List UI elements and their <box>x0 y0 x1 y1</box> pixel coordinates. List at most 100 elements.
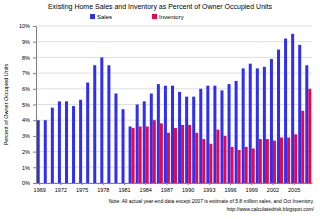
x-tick-mark <box>103 183 104 185</box>
bar <box>153 120 156 183</box>
x-tick-label: 1993 <box>203 187 215 193</box>
bar <box>93 65 96 183</box>
bar <box>301 111 304 183</box>
x-tick-label: 1975 <box>76 187 88 193</box>
x-tick: 1972 <box>55 183 67 193</box>
y-axis-title: Percent of Owner Occupied Units <box>3 63 9 145</box>
chart: 0%1%2%3%4%5%6%7%8%9%10%19691972197519781… <box>0 0 320 219</box>
bar <box>202 139 205 183</box>
x-tick: 1984 <box>140 183 152 193</box>
x-tick: 1978 <box>97 183 109 193</box>
x-tick: 1969 <box>34 183 46 193</box>
x-tick: 2005 <box>288 183 300 193</box>
bar <box>270 59 273 183</box>
bar <box>263 67 266 183</box>
grid-line <box>36 57 312 58</box>
y-tick-mark <box>33 167 36 168</box>
x-axis-line <box>37 183 313 184</box>
bar <box>238 150 241 183</box>
x-tick: 2002 <box>267 183 279 193</box>
bar <box>136 105 139 184</box>
bar <box>216 130 219 183</box>
x-tick-label: 2005 <box>288 187 300 193</box>
bar <box>160 123 163 183</box>
annotation: Note: All actual year-end data except 20… <box>109 198 314 204</box>
x-tick: 1999 <box>246 183 258 193</box>
x-tick: 1975 <box>76 183 88 193</box>
y-tick-mark <box>33 57 36 58</box>
bar <box>79 100 82 183</box>
bar <box>235 81 238 183</box>
bar <box>284 39 287 183</box>
bar <box>280 137 283 183</box>
x-tick: 1993 <box>203 183 215 193</box>
grid-line <box>36 41 312 42</box>
bar <box>291 34 294 183</box>
y-tick-mark <box>33 152 36 153</box>
bar <box>256 68 259 183</box>
bar <box>65 101 68 183</box>
bar <box>51 108 54 183</box>
y-tick-label: 2% <box>22 149 30 155</box>
y-tick: 5% <box>22 102 36 108</box>
y-tick-mark <box>33 42 36 43</box>
bar <box>245 147 248 183</box>
bar <box>157 84 160 183</box>
bar <box>223 136 226 183</box>
bar <box>249 64 252 183</box>
bar <box>220 90 223 183</box>
x-tick-label: 1999 <box>246 187 258 193</box>
y-tick: 2% <box>22 149 36 155</box>
bar <box>273 141 276 183</box>
x-tick-label: 1996 <box>224 187 236 193</box>
y-tick-label: 0% <box>22 180 30 186</box>
bar <box>44 120 47 183</box>
x-tick-label: 1987 <box>161 187 173 193</box>
y-tick-label: 9% <box>22 39 30 45</box>
x-tick-mark <box>60 183 61 185</box>
x-tick: 1996 <box>224 183 236 193</box>
x-tick-label: 2002 <box>267 187 279 193</box>
y-tick-label: 7% <box>22 70 30 76</box>
bar <box>287 137 290 183</box>
y-tick-label: 4% <box>22 117 30 123</box>
bar <box>277 50 280 183</box>
y-tick-label: 8% <box>22 55 30 61</box>
y-tick-label: 1% <box>22 165 30 171</box>
bar <box>259 139 262 183</box>
x-tick-label: 1969 <box>34 187 46 193</box>
bar <box>174 128 177 183</box>
y-tick-label: 5% <box>22 102 30 108</box>
x-tick-label: 1984 <box>140 187 152 193</box>
y-tick-mark <box>33 120 36 121</box>
x-tick-mark <box>166 183 167 185</box>
bar <box>178 92 181 183</box>
bar <box>132 128 135 183</box>
legend-label: Inventory <box>159 14 184 20</box>
bar <box>188 125 191 183</box>
x-tick: 1990 <box>182 183 194 193</box>
x-axis: 1969 1972 1975 1978 1981 1984 1987 1990 1993 1996… <box>34 183 313 193</box>
bar <box>308 89 311 183</box>
x-tick-label: 1990 <box>182 187 194 193</box>
bar <box>122 109 125 183</box>
bar <box>181 125 184 183</box>
x-tick-mark <box>251 183 252 185</box>
bar <box>195 133 198 183</box>
bar <box>242 68 245 183</box>
bar <box>107 65 110 183</box>
y-tick-mark <box>33 183 36 184</box>
y-tick-label: 10% <box>19 23 30 29</box>
bar <box>206 86 209 183</box>
y-tick-label: 3% <box>22 133 30 139</box>
x-tick: 1987 <box>161 183 173 193</box>
bars <box>37 34 312 183</box>
y-tick-mark <box>33 26 36 27</box>
bar <box>171 86 174 183</box>
title: Existing Home Sales and Inventory as Per… <box>48 3 273 11</box>
bar <box>294 134 297 183</box>
x-tick-label: 1981 <box>118 187 130 193</box>
legend-label: Sales <box>97 14 112 20</box>
bar <box>143 101 146 183</box>
bar <box>167 133 170 183</box>
